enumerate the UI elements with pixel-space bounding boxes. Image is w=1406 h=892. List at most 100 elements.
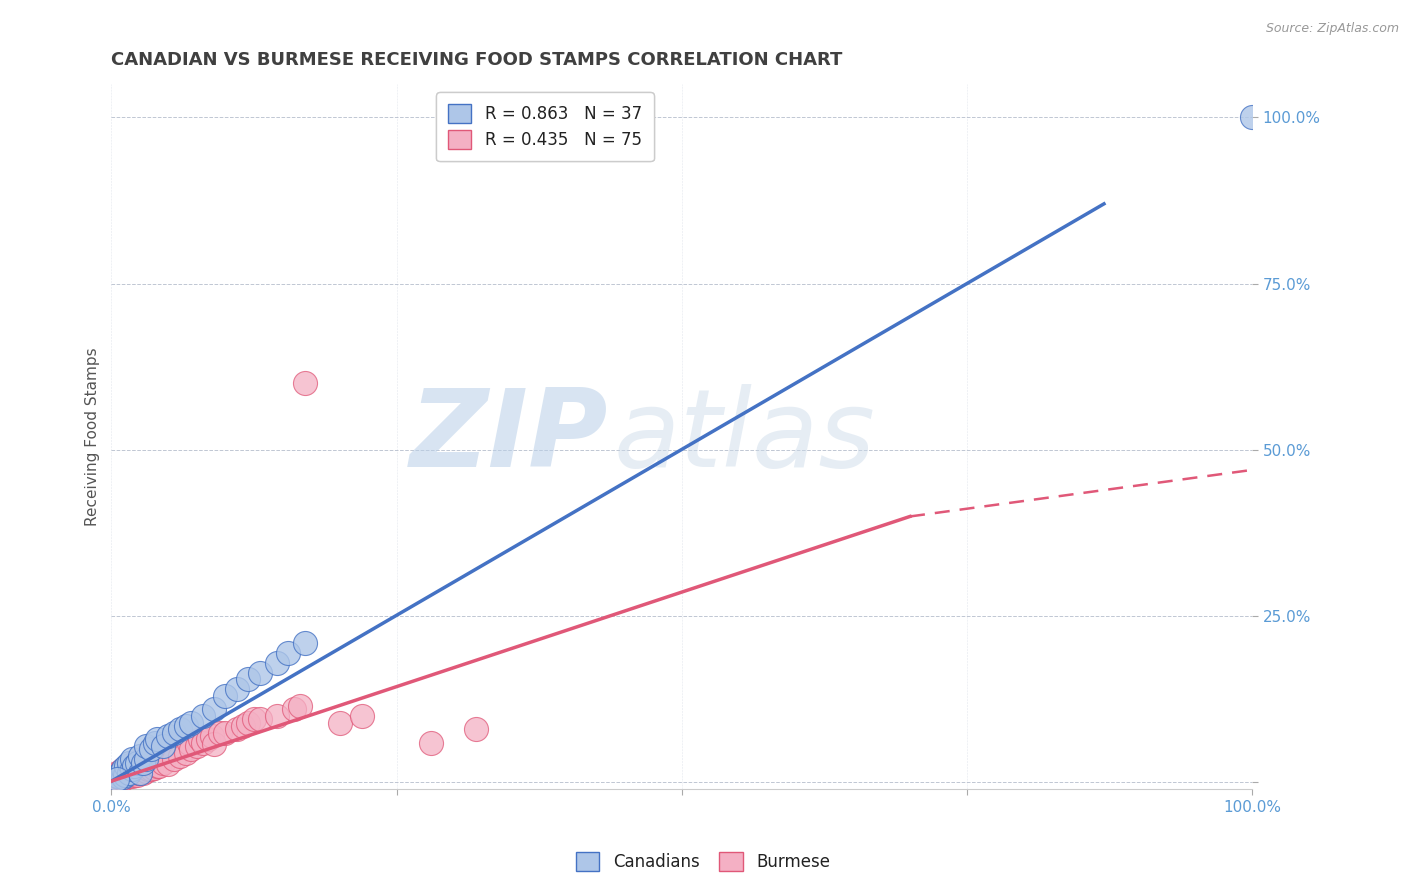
Point — [197, 732, 219, 747]
Point — [141, 742, 163, 756]
Point — [125, 767, 148, 781]
Point — [352, 709, 374, 723]
Y-axis label: Receiving Food Stamps: Receiving Food Stamps — [86, 347, 100, 526]
Point — [143, 746, 166, 760]
Point — [122, 756, 145, 770]
Point — [125, 759, 148, 773]
Point — [104, 772, 127, 787]
Point — [121, 756, 143, 771]
Point — [214, 689, 236, 703]
Text: atlas: atlas — [613, 384, 876, 489]
Text: ZIP: ZIP — [409, 384, 607, 490]
Point — [149, 742, 172, 756]
Point — [146, 732, 169, 747]
Point — [129, 756, 152, 770]
Point — [135, 764, 157, 778]
Point — [108, 770, 131, 784]
Text: Source: ZipAtlas.com: Source: ZipAtlas.com — [1265, 22, 1399, 36]
Point — [122, 762, 145, 776]
Point — [111, 762, 134, 776]
Point — [329, 715, 352, 730]
Point — [132, 756, 155, 770]
Point — [238, 673, 260, 687]
Point — [143, 735, 166, 749]
Point — [132, 752, 155, 766]
Point — [135, 748, 157, 763]
Point — [105, 765, 128, 780]
Point — [105, 769, 128, 783]
Point — [191, 735, 214, 749]
Point — [190, 732, 212, 747]
Point — [180, 715, 202, 730]
Point — [121, 769, 143, 783]
Point — [249, 712, 271, 726]
Legend: Canadians, Burmese: Canadians, Burmese — [568, 843, 838, 880]
Point — [132, 765, 155, 780]
Point — [129, 765, 152, 780]
Point — [135, 739, 157, 753]
Point — [174, 719, 197, 733]
Point — [115, 769, 138, 783]
Point — [122, 767, 145, 781]
Legend: R = 0.863   N = 37, R = 0.435   N = 75: R = 0.863 N = 37, R = 0.435 N = 75 — [436, 93, 654, 161]
Point — [174, 746, 197, 760]
Point — [141, 746, 163, 760]
Point — [288, 698, 311, 713]
Point — [201, 729, 224, 743]
Point — [146, 742, 169, 756]
Point — [277, 646, 299, 660]
Point — [146, 759, 169, 773]
Point — [135, 752, 157, 766]
Point — [111, 767, 134, 781]
Point — [148, 759, 170, 773]
Point — [1241, 111, 1264, 125]
Point — [294, 376, 316, 391]
Point — [214, 725, 236, 739]
Point — [163, 752, 186, 766]
Point — [110, 765, 132, 780]
Point — [157, 756, 180, 771]
Point — [266, 709, 288, 723]
Point — [243, 712, 266, 726]
Point — [129, 765, 152, 780]
Point — [125, 756, 148, 770]
Point — [152, 756, 174, 770]
Point — [283, 702, 305, 716]
Point — [169, 748, 191, 763]
Point — [142, 761, 165, 775]
Point — [121, 762, 143, 776]
Point — [111, 772, 134, 787]
Point — [232, 719, 254, 733]
Point — [117, 759, 139, 773]
Point — [120, 767, 142, 781]
Point — [115, 761, 138, 775]
Point — [117, 756, 139, 770]
Point — [117, 765, 139, 780]
Point — [114, 770, 136, 784]
Point — [138, 748, 160, 763]
Point — [141, 762, 163, 776]
Point — [153, 739, 176, 753]
Point — [105, 772, 128, 787]
Point — [127, 765, 149, 780]
Point — [121, 752, 143, 766]
Point — [136, 762, 159, 776]
Point — [114, 765, 136, 780]
Point — [419, 735, 441, 749]
Point — [103, 770, 125, 784]
Point — [122, 759, 145, 773]
Point — [117, 765, 139, 780]
Point — [111, 762, 134, 776]
Point — [127, 754, 149, 768]
Point — [115, 759, 138, 773]
Point — [208, 725, 231, 739]
Point — [180, 742, 202, 756]
Point — [238, 715, 260, 730]
Point — [186, 739, 208, 753]
Point — [110, 769, 132, 783]
Point — [202, 737, 225, 751]
Point — [117, 769, 139, 783]
Point — [225, 723, 247, 737]
Point — [114, 767, 136, 781]
Point — [163, 725, 186, 739]
